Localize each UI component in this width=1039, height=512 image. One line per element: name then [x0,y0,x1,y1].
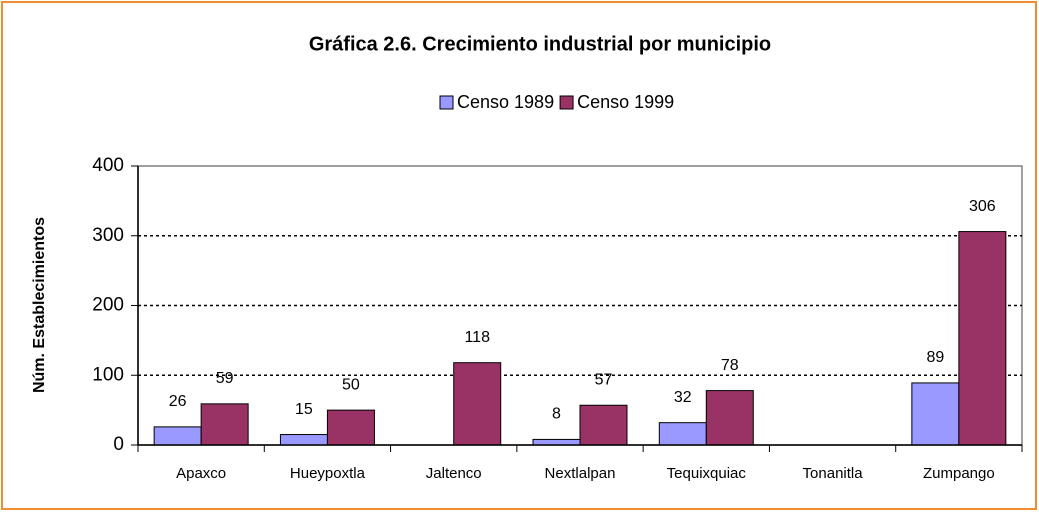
value-label: 89 [926,349,944,366]
x-tick-label: Tonanitla [803,465,864,482]
y-tick-label: 0 [113,434,124,455]
x-tick-label: Zumpango [923,465,995,482]
value-label: 78 [721,357,739,374]
y-tick-label: 100 [92,364,124,385]
value-label: 118 [464,329,490,346]
bar [911,382,960,446]
bar [579,404,628,446]
legend-label: Censo 1989 [457,92,554,112]
bar [658,422,707,446]
bar [705,390,754,446]
bar [200,403,249,446]
value-label: 57 [595,371,613,388]
value-label: 8 [552,406,561,423]
bar [326,409,375,446]
legend-swatch [439,95,454,110]
y-tick-label: 200 [92,295,124,316]
x-tick-label: Apaxco [176,465,226,482]
bar [453,362,502,446]
bar [279,434,328,446]
value-label: 306 [969,198,996,215]
value-label: 15 [295,401,313,418]
value-label: 50 [342,376,360,393]
value-label: 59 [216,370,234,387]
y-axis-label: Núm. Establecimientos [31,217,48,393]
bar [532,438,581,446]
x-tick-label: Nextlalpan [545,465,616,482]
chart-title: Gráfica 2.6. Crecimiento industrial por … [309,33,771,55]
value-label: 26 [169,393,187,410]
x-tick-label: Hueypoxtla [290,465,366,482]
y-tick-label: 400 [92,155,124,176]
y-tick-label: 300 [92,225,124,246]
x-tick-label: Jaltenco [426,465,482,482]
x-tick-label: Tequixquiac [667,465,747,482]
bar [958,231,1007,446]
value-label: 32 [674,389,692,406]
legend-swatch [559,95,574,110]
bar [153,426,202,446]
legend-label: Censo 1999 [577,92,674,112]
